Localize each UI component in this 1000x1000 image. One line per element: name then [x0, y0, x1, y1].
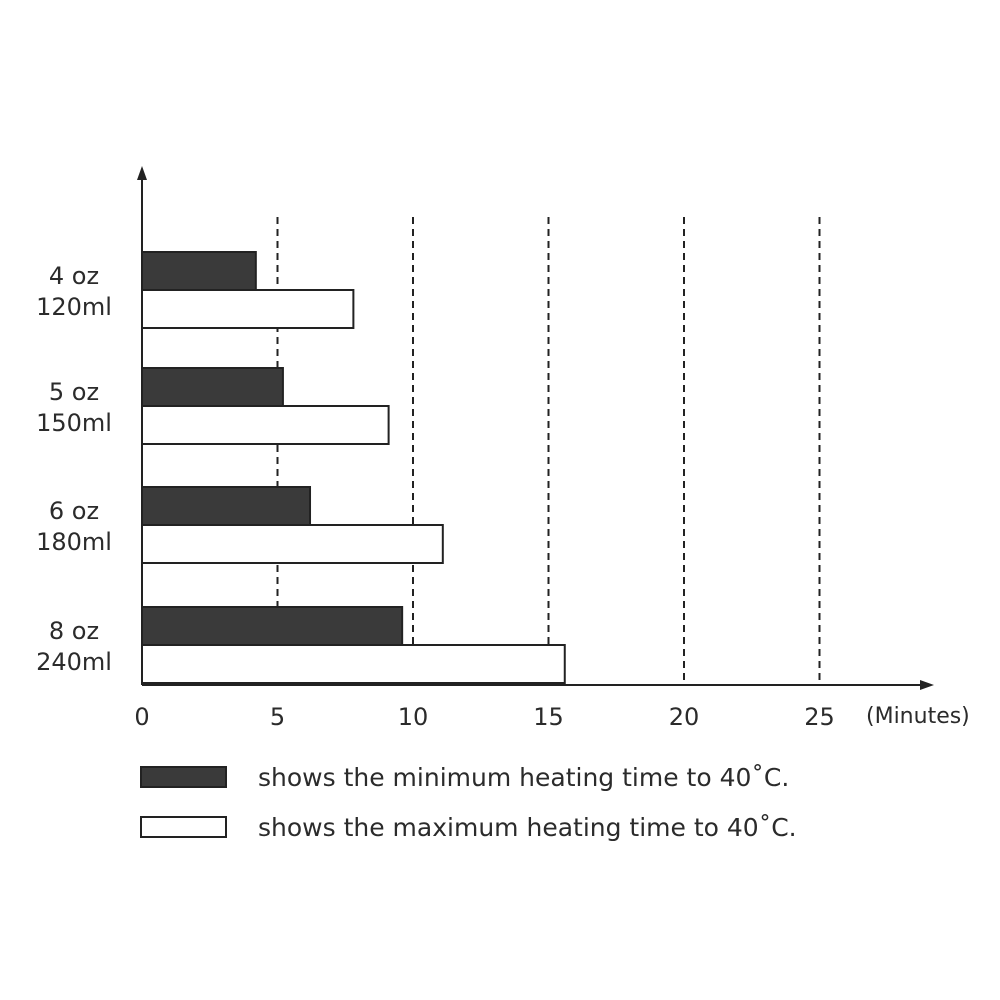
x-axis-arrow [920, 680, 934, 690]
x-tick-20: 20 [669, 703, 700, 731]
category-label-1-1: 150ml [36, 409, 112, 437]
x-tick-15: 15 [533, 703, 564, 731]
legend-label-max: shows the maximum heating time to 40˚C. [258, 813, 797, 842]
category-label-0-1: 120ml [36, 293, 112, 321]
bar-min-0 [141, 251, 257, 291]
legend-label-min: shows the minimum heating time to 40˚C. [258, 763, 789, 792]
x-axis-unit: (Minutes) [866, 704, 970, 729]
bar-min-1 [141, 367, 284, 407]
bar-max-0 [141, 289, 355, 329]
category-label-2-1: 180ml [36, 528, 112, 556]
x-tick-0: 0 [134, 703, 149, 731]
bar-min-3 [141, 606, 404, 646]
bar-max-3 [141, 644, 566, 684]
category-label-3-1: 240ml [36, 648, 112, 676]
bar-min-2 [141, 486, 312, 526]
category-label-1-0: 5 oz [49, 378, 99, 406]
category-labels: 4 oz 120ml 5 oz 150ml 6 oz 180ml 8 oz 240ml [36, 262, 112, 676]
bar-max-1 [141, 405, 390, 445]
category-label-3-0: 8 oz [49, 617, 99, 645]
bars [141, 251, 566, 684]
axes [137, 166, 934, 690]
category-label-0-0: 4 oz [49, 262, 99, 290]
y-axis-arrow [137, 166, 147, 180]
x-tick-5: 5 [270, 703, 285, 731]
x-tick-25: 25 [804, 703, 835, 731]
x-tick-10: 10 [398, 703, 429, 731]
legend: shows the minimum heating time to 40˚C. s… [140, 763, 797, 842]
category-label-2-0: 6 oz [49, 497, 99, 525]
bar-max-2 [141, 524, 444, 564]
legend-swatch-min [140, 766, 227, 788]
legend-swatch-max [140, 816, 227, 838]
x-tick-labels: 0 5 10 15 20 25 [134, 703, 834, 731]
